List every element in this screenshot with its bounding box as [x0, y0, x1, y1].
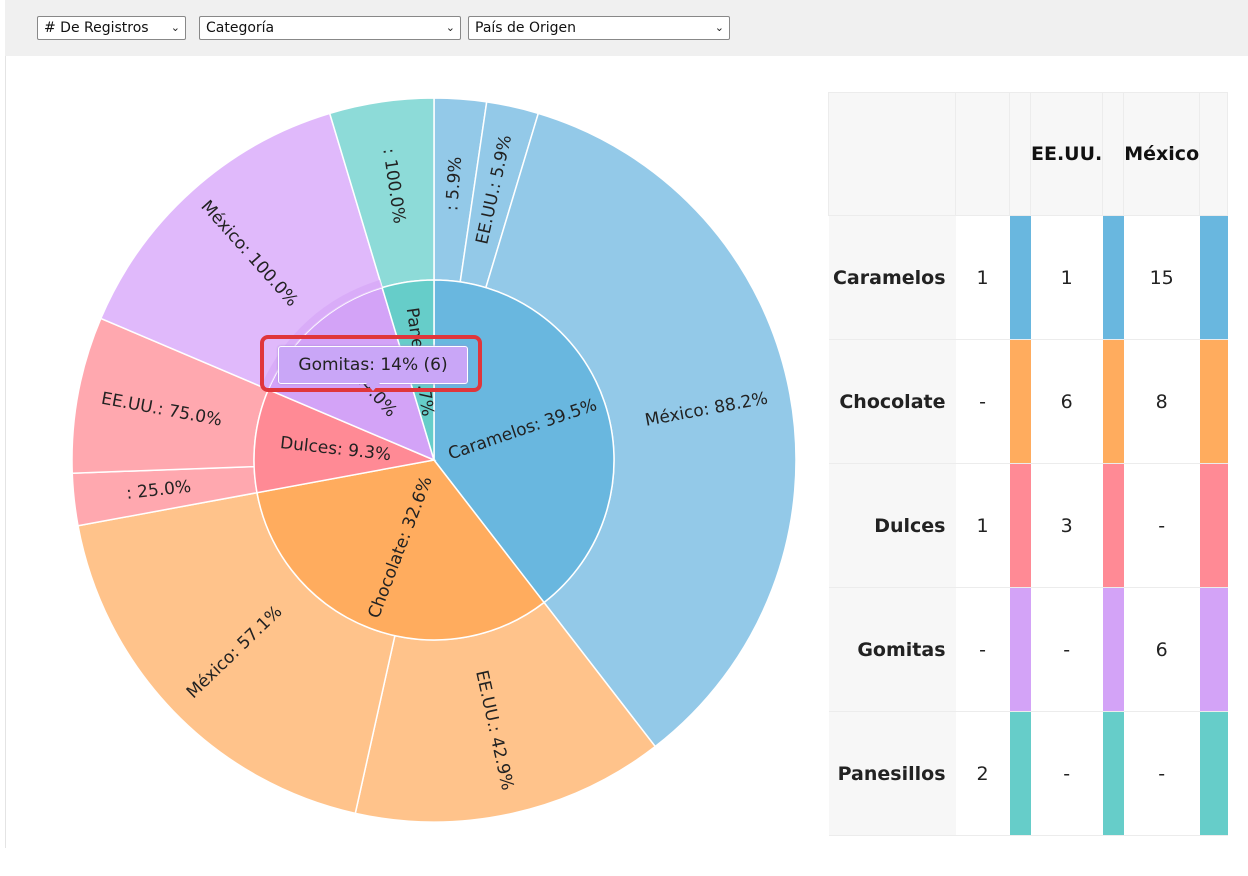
row-header: Caramelos [828, 215, 956, 340]
aggregator-select[interactable]: # De Registros ⌄ [37, 16, 186, 40]
color-bar [1199, 339, 1228, 464]
table-cell: 1 [1030, 215, 1103, 340]
table-cell: - [1030, 587, 1103, 712]
color-bar [1199, 215, 1228, 340]
color-bar [1199, 587, 1228, 712]
table-cell: 15 [1123, 215, 1200, 340]
cols-attribute-select[interactable]: País de Origen ⌄ [468, 16, 730, 40]
table-row: Chocolate -6 8 [828, 339, 1228, 464]
sunburst-chart: : 5.9% EE.UU.: 5.9%México: 88.2%EE.UU.: 4… [71, 97, 797, 823]
panel-border [5, 56, 6, 848]
color-bar [1009, 463, 1031, 588]
color-bar [1102, 463, 1124, 588]
table-cell: - [1030, 711, 1103, 836]
table-row: Panesillos 2- - [828, 711, 1228, 836]
column-header: EE.UU. [1029, 92, 1104, 216]
table-cell: 1 [955, 215, 1010, 340]
table-row: Caramelos 1 1 15 [828, 215, 1228, 340]
table-cell: 3 [1030, 463, 1103, 588]
table-cell: - [955, 587, 1010, 712]
table-row: Dulces 1 3- [828, 463, 1228, 588]
segment-label: : 5.9% [442, 156, 466, 212]
color-bar [1102, 339, 1124, 464]
inner-segment[interactable] [253, 388, 437, 494]
table-cell: 8 [1123, 339, 1200, 464]
table-header-row: EE.UU. México [828, 92, 1229, 216]
color-bar [1102, 587, 1124, 712]
cols-attribute-select-value: País de Origen [475, 20, 577, 36]
color-bar [1009, 587, 1031, 712]
table-cell: 2 [955, 711, 1010, 836]
row-header: Gomitas [828, 587, 956, 712]
table-cell: 6 [1030, 339, 1103, 464]
rows-attribute-select-value: Categoría [206, 20, 275, 36]
chevron-down-icon: ⌄ [445, 21, 455, 34]
inner-segment[interactable] [256, 459, 546, 641]
chart-tooltip: Gomitas: 14% (6) [278, 346, 468, 384]
bar-header [1199, 92, 1229, 216]
table-cell: 1 [955, 463, 1010, 588]
row-header: Panesillos [828, 711, 956, 836]
controls-bar: # De Registros ⌄ Categoría ⌄ País de Ori… [5, 0, 1248, 56]
hover-highlight-ring [260, 279, 383, 390]
bar-header [1009, 92, 1031, 216]
chevron-down-icon: ⌄ [714, 21, 724, 34]
table-cell: 6 [1123, 587, 1200, 712]
column-header: México [1123, 92, 1201, 216]
color-bar [1009, 711, 1031, 836]
aggregator-select-value: # De Registros [44, 20, 149, 36]
table-row: Gomitas - -6 [828, 587, 1228, 712]
color-bar [1102, 215, 1124, 340]
tooltip-caret [366, 383, 380, 391]
table-cell: - [955, 339, 1010, 464]
bar-header [1102, 92, 1125, 216]
corner-header [828, 92, 956, 216]
column-header [955, 92, 1010, 216]
color-bar [1199, 463, 1228, 588]
color-bar [1199, 711, 1228, 836]
row-header: Dulces [828, 463, 956, 588]
pivot-table: EE.UU. México Caramelos 1 1 15 Chocolate -6 8 D… [828, 92, 1229, 836]
color-bar [1009, 339, 1031, 464]
color-bar [1009, 215, 1031, 340]
row-header: Chocolate [828, 339, 956, 464]
chevron-down-icon: ⌄ [170, 21, 180, 34]
rows-attribute-select[interactable]: Categoría ⌄ [199, 16, 461, 40]
table-cell: - [1123, 711, 1200, 836]
table-cell: - [1123, 463, 1200, 588]
color-bar [1102, 711, 1124, 836]
